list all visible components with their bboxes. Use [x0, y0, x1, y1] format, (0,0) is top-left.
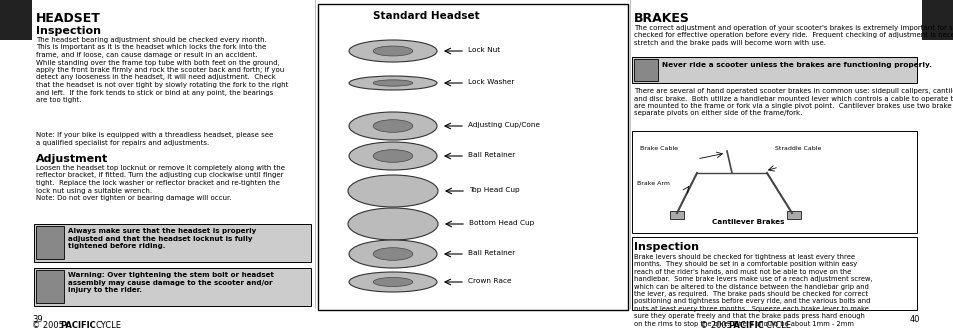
- Text: © 2005: © 2005: [700, 321, 734, 328]
- Bar: [631, 57, 916, 83]
- Bar: [0, 0, 32, 40]
- Text: Straddle Cable: Straddle Cable: [774, 146, 821, 151]
- Text: Inspection: Inspection: [36, 26, 101, 36]
- Text: Lock Nut: Lock Nut: [468, 47, 499, 53]
- Ellipse shape: [348, 208, 437, 240]
- Bar: [317, 4, 627, 310]
- Text: Warning: Over tightening the stem bolt or headset
assembly may cause damage to t: Warning: Over tightening the stem bolt o…: [68, 272, 274, 293]
- Bar: [34, 224, 311, 262]
- Text: The headset bearing adjustment should be checked every month.
This is important : The headset bearing adjustment should be…: [36, 37, 288, 103]
- Text: PACIFIC: PACIFIC: [60, 321, 95, 328]
- Text: Loosen the headset top locknut or remove it completely along with the
reflector : Loosen the headset top locknut or remove…: [36, 165, 285, 201]
- Ellipse shape: [373, 277, 413, 286]
- Text: Adjusting Cup/Cone: Adjusting Cup/Cone: [468, 122, 539, 128]
- Text: Ball Retainer: Ball Retainer: [468, 250, 515, 256]
- Text: Note: If your bike is equipped with a threadless headset, please see
a qualified: Note: If your bike is equipped with a th…: [36, 132, 273, 146]
- Text: 39: 39: [32, 315, 43, 324]
- Ellipse shape: [348, 175, 437, 207]
- Text: Brake levers should be checked for tightness at least every three
months.  They : Brake levers should be checked for tight…: [634, 254, 872, 328]
- Text: Cantilever Brakes: Cantilever Brakes: [711, 219, 783, 225]
- Bar: [634, 59, 658, 81]
- Text: The correct adjustment and operation of your scooter's brakes is extremely impor: The correct adjustment and operation of …: [634, 25, 953, 46]
- Bar: [34, 268, 311, 306]
- Ellipse shape: [349, 112, 436, 140]
- Text: Brake Cable: Brake Cable: [639, 146, 678, 151]
- Bar: [36, 226, 64, 259]
- Ellipse shape: [349, 272, 436, 292]
- Bar: [36, 270, 64, 303]
- Text: Always make sure that the headset is properly
adjusted and that the headset lock: Always make sure that the headset is pro…: [68, 228, 256, 249]
- Text: PACIFIC: PACIFIC: [727, 321, 763, 328]
- Text: Inspection: Inspection: [634, 242, 699, 252]
- Ellipse shape: [373, 46, 413, 56]
- Ellipse shape: [373, 248, 413, 260]
- Text: 40: 40: [909, 315, 920, 324]
- Ellipse shape: [349, 240, 436, 268]
- Ellipse shape: [373, 120, 413, 132]
- Bar: [921, 0, 953, 40]
- Text: Bottom Head Cup: Bottom Head Cup: [469, 220, 534, 226]
- Text: Ball Retainer: Ball Retainer: [468, 152, 515, 158]
- Text: Standard Headset: Standard Headset: [373, 11, 479, 21]
- Ellipse shape: [373, 80, 413, 86]
- Ellipse shape: [373, 150, 413, 162]
- Ellipse shape: [349, 142, 436, 170]
- Text: CYCLE: CYCLE: [96, 321, 122, 328]
- Text: Brake Arm: Brake Arm: [637, 181, 669, 186]
- Text: Adjustment: Adjustment: [36, 154, 108, 164]
- Text: There are several of hand operated scooter brakes in common use: sidepull calipe: There are several of hand operated scoot…: [634, 88, 953, 116]
- Bar: [786, 211, 801, 219]
- Bar: [631, 237, 916, 310]
- Ellipse shape: [349, 76, 436, 90]
- Text: BRAKES: BRAKES: [634, 12, 689, 25]
- Text: © 2005: © 2005: [32, 321, 67, 328]
- Ellipse shape: [349, 40, 436, 62]
- Text: HEADSET: HEADSET: [36, 12, 101, 25]
- Bar: [669, 211, 683, 219]
- Text: Never ride a scooter unless the brakes are functioning properly.: Never ride a scooter unless the brakes a…: [661, 62, 931, 68]
- Text: Crown Race: Crown Race: [468, 278, 511, 284]
- Bar: [631, 131, 916, 233]
- Text: Lock Washer: Lock Washer: [468, 79, 514, 85]
- Text: Top Head Cup: Top Head Cup: [469, 187, 519, 193]
- Text: CYCLE: CYCLE: [765, 321, 791, 328]
